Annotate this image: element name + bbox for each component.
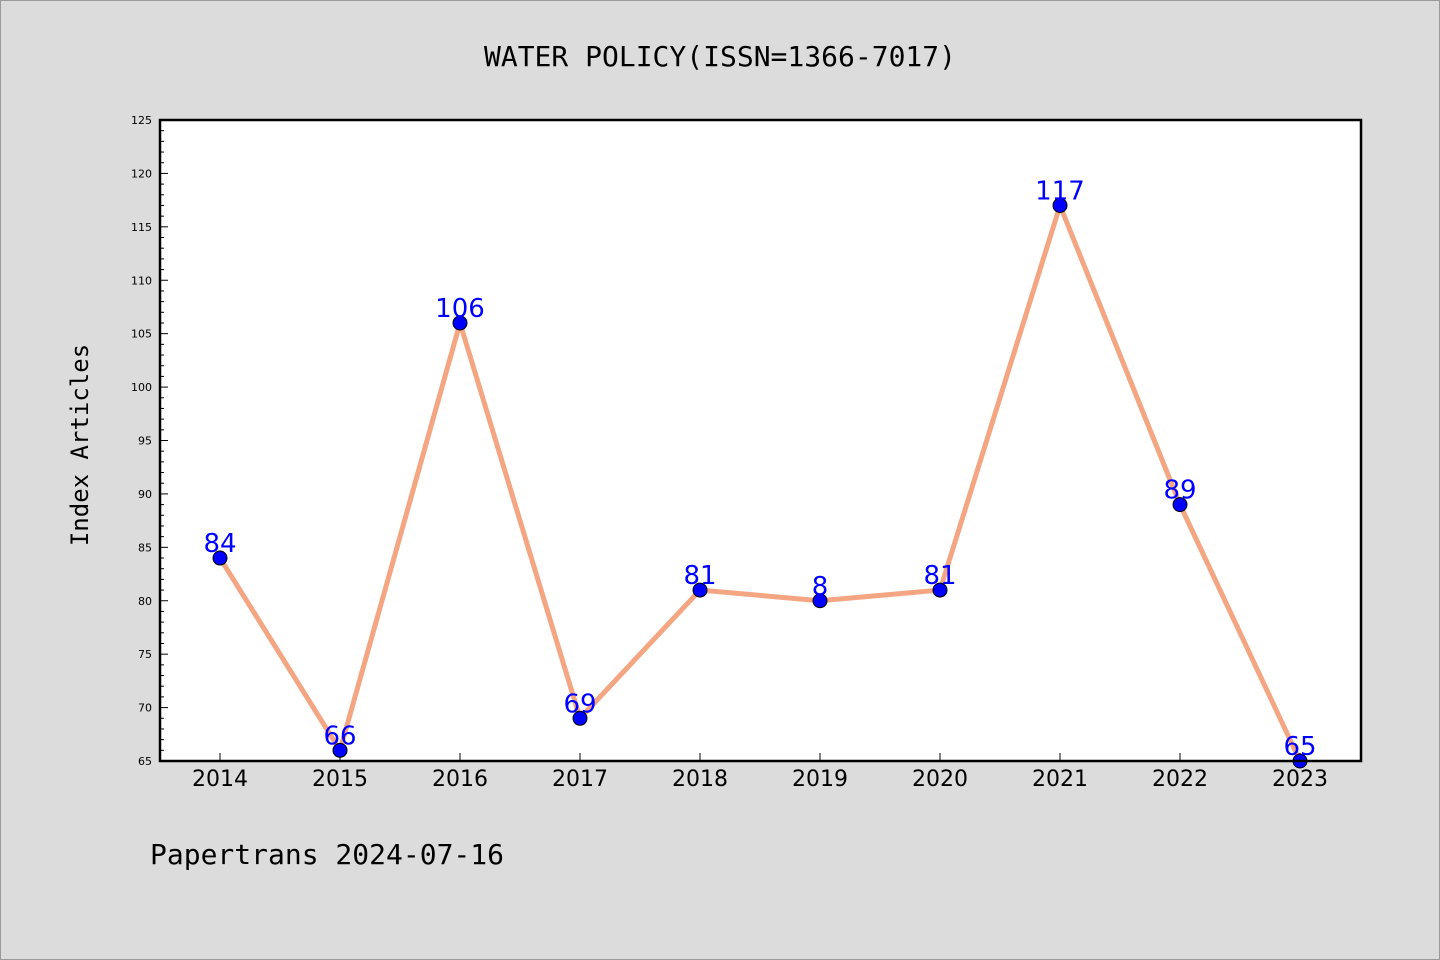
series-line-segment [1177, 502, 1303, 764]
data-labels: 84 66 106 69 81 8 81 117 89 65 [203, 176, 1316, 762]
y-axis: 65 70 75 80 85 90 95 100 105 110 115 120 125 [131, 114, 168, 768]
data-label: 81 [683, 561, 716, 591]
x-tick-label: 2019 [792, 767, 848, 792]
series-line-segment [697, 587, 823, 604]
y-axis-label: Index Articles [66, 344, 94, 546]
data-label: 65 [1283, 732, 1316, 762]
data-point [1172, 497, 1188, 513]
series-line-segment [577, 587, 703, 721]
y-tick-label: 125 [131, 114, 152, 127]
y-tick-label: 110 [131, 274, 152, 287]
x-tick-label: 2015 [312, 767, 368, 792]
data-point [812, 593, 828, 609]
x-tick-label: 2014 [192, 767, 248, 792]
y-tick-label: 120 [131, 167, 152, 180]
y-tick-label: 70 [138, 702, 152, 715]
data-label: 117 [1035, 176, 1085, 206]
data-label: 8 [812, 572, 829, 602]
x-tick-label: 2018 [672, 767, 728, 792]
y-tick-label: 115 [131, 221, 152, 234]
data-label: 106 [435, 294, 485, 324]
y-tick-label: 105 [131, 328, 152, 341]
footer-text: Papertrans 2024-07-16 [150, 838, 504, 871]
y-tick-label: 80 [138, 595, 152, 608]
x-tick-label: 2021 [1032, 767, 1088, 792]
series-line-segment [217, 555, 343, 753]
x-tick-label: 2016 [432, 767, 488, 792]
series-lines [217, 202, 1303, 764]
plot-border [158, 118, 1363, 763]
data-label: 84 [203, 529, 236, 559]
y-tick-label: 75 [138, 648, 152, 661]
data-label: 66 [323, 721, 356, 751]
y-tick-label: 85 [138, 541, 152, 554]
data-label: 81 [923, 561, 956, 591]
data-point [1052, 197, 1068, 213]
y-tick-label: 100 [131, 381, 152, 394]
series-line-segment [817, 587, 943, 604]
y-tick-label: 65 [138, 755, 152, 768]
data-point [932, 582, 948, 598]
series-line-segment [1057, 202, 1183, 508]
x-axis: 2014 2015 2016 2017 2018 2019 2020 2021 2022 2023 [192, 753, 1328, 792]
series-line-segment [937, 202, 1063, 593]
series-line-segment [337, 320, 463, 753]
data-point [212, 550, 228, 566]
data-label: 69 [563, 689, 596, 719]
data-point [452, 315, 468, 331]
x-tick-label: 2020 [912, 767, 968, 792]
data-point [692, 582, 708, 598]
series-line-segment [457, 320, 583, 721]
data-point [332, 742, 348, 758]
data-label: 89 [1163, 476, 1196, 506]
chart-title: WATER POLICY(ISSN=1366-7017) [484, 40, 956, 73]
y-tick-label: 95 [138, 435, 152, 448]
series-markers [212, 197, 1308, 769]
x-tick-label: 2023 [1272, 767, 1328, 792]
x-tick-label: 2017 [552, 767, 608, 792]
x-tick-label: 2022 [1152, 767, 1208, 792]
plot-area [160, 120, 1361, 761]
y-tick-label: 90 [138, 488, 152, 501]
data-point [572, 710, 588, 726]
